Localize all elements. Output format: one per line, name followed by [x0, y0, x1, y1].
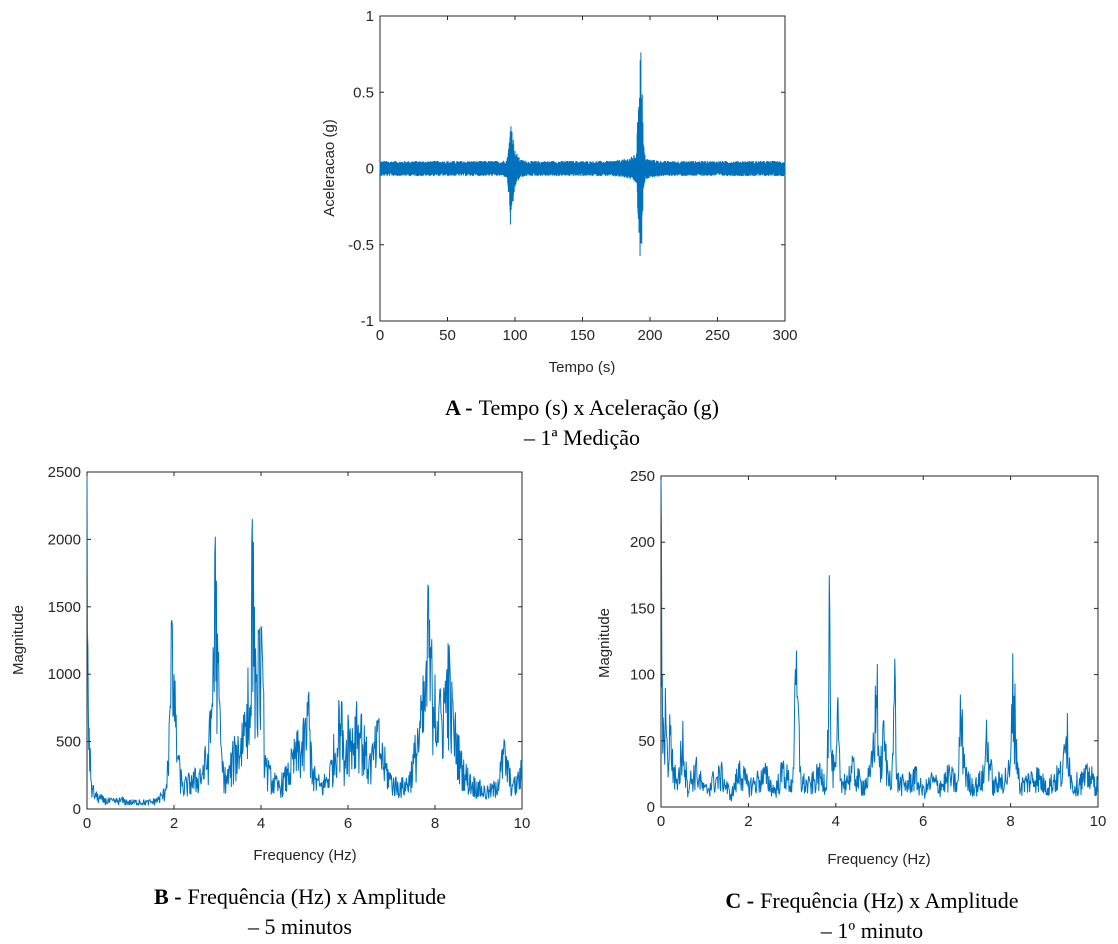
chart-c-ytick-label: 250 [630, 468, 655, 485]
chart-c-ytick-label: 200 [630, 534, 655, 551]
chart-b-xtick-label: 10 [514, 815, 531, 832]
chart-c-spectrum-line [660, 475, 1099, 802]
caption-b-letter: B - [154, 884, 182, 909]
chart-c-ytick-label: 150 [630, 600, 655, 617]
chart-b-ytick-label: 1500 [48, 599, 81, 616]
chart-a-xtick-label: 150 [570, 327, 595, 344]
caption-c-title: Frequência (Hz) x Amplitude [760, 888, 1018, 913]
chart-a-ticks: 0 50 100 150 200 250 300 -1 -0.5 0 0.5 1 [348, 8, 797, 344]
chart-c-ytick-label: 100 [630, 667, 655, 684]
caption-c-letter: C - [725, 888, 754, 913]
chart-b-xtick-label: 0 [83, 815, 91, 832]
chart-a-ytick-label: 0 [366, 161, 374, 178]
chart-a-xtick-label: 100 [502, 327, 527, 344]
chart-b-xlabel: Frequency (Hz) [253, 847, 356, 864]
caption-a-line2: – 1ª Medição [523, 425, 640, 450]
caption-b-line1: B - Frequência (Hz) x Amplitude [154, 884, 446, 909]
chart-c-xtick-label: 10 [1090, 813, 1107, 830]
chart-c-ytick-label: 50 [638, 733, 655, 750]
caption-c-line2: – 1º minuto [820, 918, 923, 943]
chart-c-xtick-label: 8 [1006, 813, 1014, 830]
caption-a-letter: A - [445, 395, 473, 420]
chart-b-ytick-label: 2500 [48, 464, 81, 481]
chart-a-xtick-label: 200 [637, 327, 662, 344]
chart-b-xtick-label: 6 [344, 815, 352, 832]
chart-b-ytick-label: 0 [73, 801, 81, 818]
chart-a-time-acceleration: 0 50 100 150 200 250 300-1-0.500.51 Tempo (s) … [321, 8, 798, 376]
chart-c-xlabel: Frequency (Hz) [827, 851, 930, 868]
chart-b-series [86, 471, 523, 806]
chart-b-spectrum-line [86, 471, 523, 806]
chart-c-xtick-label: 4 [832, 813, 840, 830]
caption-a-line1: A - Tempo (s) x Aceleração (g) [445, 395, 719, 420]
chart-a-series [379, 52, 786, 257]
chart-a-xlabel: Tempo (s) [549, 359, 616, 376]
chart-a-signal-line [379, 52, 786, 257]
chart-a-xtick-label: 300 [772, 327, 797, 344]
chart-a-ytick-label: -1 [361, 313, 374, 330]
chart-b-ytick-label: 1000 [48, 666, 81, 683]
caption-b-title: Frequência (Hz) x Amplitude [188, 884, 446, 909]
chart-a-xtick-label: 0 [376, 327, 384, 344]
chart-c-ytick-label: 0 [647, 799, 655, 816]
chart-b-frequency-5min: 0 2 4 6 8 10 0 500 1000 1500 2000 2500 Frequency (H… [10, 464, 530, 864]
chart-a-ylabel: Aceleracao (g) [321, 119, 338, 217]
caption-a-title: Tempo (s) x Aceleração (g) [479, 395, 719, 420]
chart-a-ytick-label: 1 [366, 8, 374, 25]
chart-c-series [660, 475, 1099, 802]
chart-b-ytick-label: 500 [56, 734, 81, 751]
chart-b-ytick-label: 2000 [48, 531, 81, 548]
chart-a-ytick-label: 0.5 [353, 84, 374, 101]
chart-c-axes-box [660, 475, 1099, 808]
chart-b-ylabel: Magnitude [10, 605, 27, 675]
chart-b-xtick-label: 2 [170, 815, 178, 832]
chart-c-ylabel: Magnitude [596, 608, 613, 678]
chart-a-xtick-label: 50 [439, 327, 456, 344]
chart-b-xtick-label: 8 [431, 815, 439, 832]
chart-c-xtick-label: 2 [744, 813, 752, 830]
chart-b-xtick-label: 4 [257, 815, 265, 832]
caption-b-line2: – 5 minutos [247, 914, 352, 939]
chart-c-xtick-label: 0 [657, 813, 665, 830]
caption-c-line1: C - Frequência (Hz) x Amplitude [725, 888, 1018, 913]
chart-c-xtick-label: 6 [919, 813, 927, 830]
chart-b-ticks: 0 2 4 6 8 10 0 500 1000 1500 2000 2500 [48, 464, 531, 832]
chart-a-ytick-label: -0.5 [348, 237, 374, 254]
chart-a-xtick-label: 250 [705, 327, 730, 344]
